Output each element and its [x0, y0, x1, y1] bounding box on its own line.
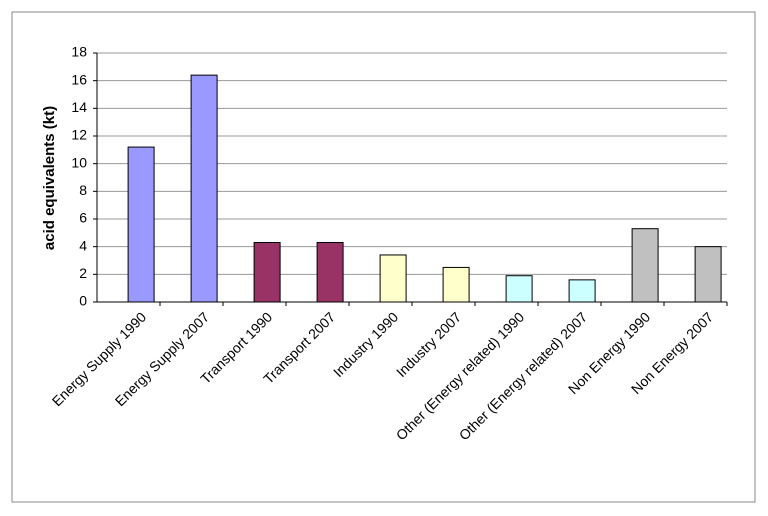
y-tick-label: 4: [79, 237, 87, 253]
bar: [505, 275, 533, 303]
y-axis-label: acid equivalents (kt): [41, 106, 58, 250]
bar: [631, 228, 659, 303]
y-tick-label: 2: [79, 265, 87, 281]
bar: [316, 242, 344, 303]
y-tick-label: 6: [79, 210, 87, 226]
bar: [568, 279, 596, 303]
y-tick-label: 0: [79, 293, 87, 309]
y-tick-label: 16: [71, 71, 87, 87]
bar: [190, 74, 218, 303]
y-tick-label: 8: [79, 182, 87, 198]
y-tick-label: 18: [71, 44, 87, 60]
bar: [253, 242, 281, 303]
y-tick-label: 10: [71, 154, 87, 170]
bar: [379, 254, 407, 303]
bar: [127, 146, 155, 303]
y-tick-label: 12: [71, 127, 87, 143]
bar: [442, 266, 470, 303]
y-tick-label: 14: [71, 99, 87, 115]
bar: [694, 246, 722, 303]
